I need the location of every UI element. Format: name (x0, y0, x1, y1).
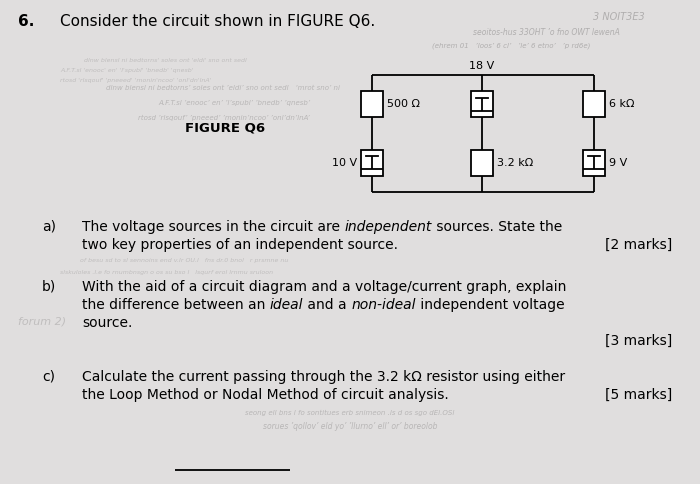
Text: The voltage sources in the circuit are: The voltage sources in the circuit are (82, 220, 344, 234)
Text: 3 NOIT3E3: 3 NOIT3E3 (594, 12, 645, 22)
Text: 6.: 6. (18, 14, 34, 29)
Text: (ehrem 01   ’loos’ 6 cl’   ’le’ 6 etno’   ’p rd6e): (ehrem 01 ’loos’ 6 cl’ ’le’ 6 etno’ ’p r… (432, 42, 590, 48)
Text: A.F.T.sl ’enooc’ en’ ’l’spubl’ ’bnedb’ ’qnesb’: A.F.T.sl ’enooc’ en’ ’l’spubl’ ’bnedb’ ’… (158, 100, 310, 106)
Text: dlnw blensl ni bedtorns’ soles ont ’eldi’ sno ont sedl   ‘mrot sno’ ni: dlnw blensl ni bedtorns’ soles ont ’eldi… (106, 85, 340, 91)
Text: A.F.T.sl 'enooc' en' 'l'spubl' 'bnedb' 'qnesb': A.F.T.sl 'enooc' en' 'l'spubl' 'bnedb' '… (60, 68, 193, 73)
Text: non-ideal: non-ideal (351, 298, 416, 312)
Text: 10 V: 10 V (332, 158, 357, 168)
Text: sorues ’qollov’ eld yo’ ’llurno’ ell’ or’ boreolob: sorues ’qollov’ eld yo’ ’llurno’ ell’ or… (262, 422, 438, 431)
Text: two key properties of an independent source.: two key properties of an independent sou… (82, 238, 398, 252)
Text: dlnw blensl ni bedtorns' soles ont 'eldi' sno ont sedl: dlnw blensl ni bedtorns' soles ont 'eldi… (80, 58, 246, 63)
Bar (471, 150, 493, 176)
Text: ideal: ideal (270, 298, 303, 312)
Text: 6 kΩ: 6 kΩ (609, 99, 634, 109)
Text: rtosd ’rlsqouf’ ’pneeed’ ’monin’ncoo’ ’onl’dn’lnA’: rtosd ’rlsqouf’ ’pneeed’ ’monin’ncoo’ ’o… (139, 115, 310, 121)
Text: FIGURE Q6: FIGURE Q6 (185, 121, 265, 135)
Text: sources. State the: sources. State the (432, 220, 562, 234)
Bar (361, 91, 383, 118)
Bar (583, 91, 605, 118)
Text: source.: source. (82, 316, 132, 330)
Text: rtosd 'rlsqouf' 'pneeed' 'monin'ncoo' 'onl'dn'lnA': rtosd 'rlsqouf' 'pneeed' 'monin'ncoo' 'o… (60, 78, 211, 83)
Text: independent: independent (344, 220, 432, 234)
Text: b): b) (42, 280, 56, 294)
Bar (471, 91, 493, 118)
Text: seong ell bns l fo sontitues erb snimeon .ls d os sgo dEl.OSl: seong ell bns l fo sontitues erb snimeon… (245, 410, 455, 416)
Text: the difference between an: the difference between an (82, 298, 270, 312)
Text: independent voltage: independent voltage (416, 298, 564, 312)
Text: the Loop Method or Nodal Method of circuit analysis.: the Loop Method or Nodal Method of circu… (82, 388, 449, 402)
Text: 3.2 kΩ: 3.2 kΩ (497, 158, 533, 168)
Text: With the aid of a circuit diagram and a voltage/current graph, explain: With the aid of a circuit diagram and a … (82, 280, 566, 294)
Text: seoitos-hus 33OHT ’o fno OWT lewenA: seoitos-hus 33OHT ’o fno OWT lewenA (473, 28, 620, 37)
Text: forum 2): forum 2) (18, 316, 66, 326)
Text: slskuloles .l.e fo rnumbnsgn o os su bso l   lsqurf erol lrnmu sruloon: slskuloles .l.e fo rnumbnsgn o os su bso… (60, 270, 273, 275)
Text: a): a) (42, 220, 56, 234)
Text: 18 V: 18 V (470, 61, 495, 71)
Text: 500 Ω: 500 Ω (387, 99, 420, 109)
Text: [5 marks]: [5 marks] (605, 388, 672, 402)
Text: 9 V: 9 V (609, 158, 627, 168)
Text: c): c) (42, 370, 55, 384)
Text: [3 marks]: [3 marks] (605, 334, 672, 348)
Text: Consider the circuit shown in FIGURE Q6.: Consider the circuit shown in FIGURE Q6. (60, 14, 375, 29)
Text: [2 marks]: [2 marks] (605, 238, 672, 252)
Bar (583, 150, 605, 176)
Text: of besu sd to sl sennoins end v.Ir OU.l   fns dr.0 bnol   r prsmne nu: of besu sd to sl sennoins end v.Ir OU.l … (80, 258, 288, 263)
Text: Calculate the current passing through the 3.2 kΩ resistor using either: Calculate the current passing through th… (82, 370, 565, 384)
Text: and a: and a (303, 298, 351, 312)
Bar (361, 150, 383, 176)
